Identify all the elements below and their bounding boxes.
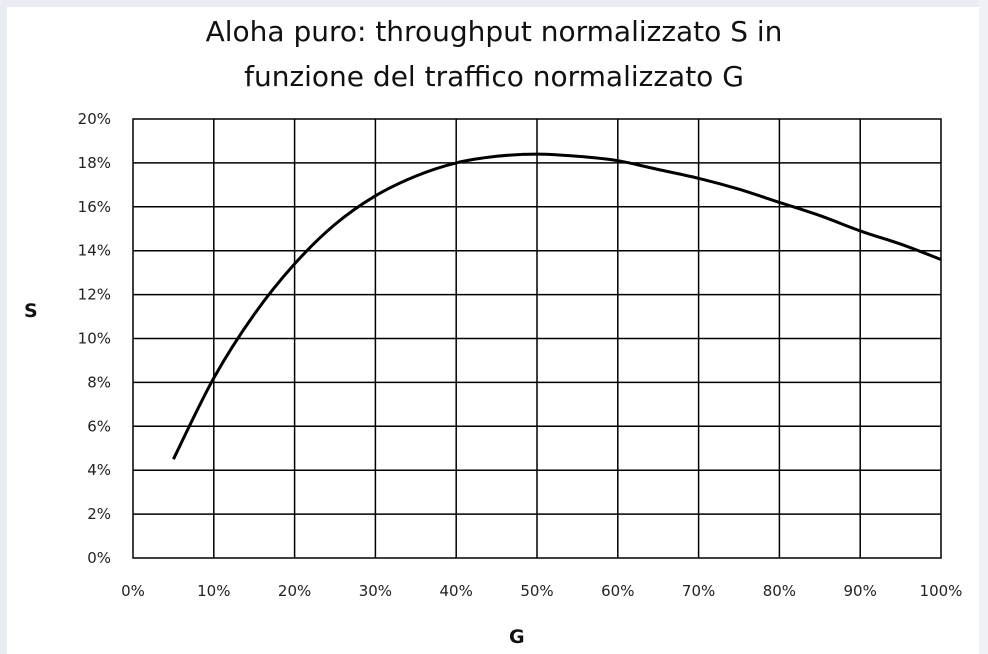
window-frame-top xyxy=(0,0,988,7)
chart-title-line-2: funzione del traffico normalizzato G xyxy=(244,60,744,93)
series-line xyxy=(172,152,942,460)
x-tick-label: 20% xyxy=(278,582,311,600)
x-tick-label: 10% xyxy=(197,582,230,600)
x-tick-label: 30% xyxy=(359,582,392,600)
x-tick-label: 70% xyxy=(682,582,715,600)
chart-title-line-1: Aloha puro: throughput normalizzato S in xyxy=(205,15,783,48)
x-tick-label: 90% xyxy=(844,582,877,600)
y-tick-label: 0% xyxy=(87,549,111,567)
y-tick-label: 12% xyxy=(78,286,111,304)
grid-layer xyxy=(133,119,941,558)
y-tick-label: 8% xyxy=(87,373,111,391)
y-tick-label: 18% xyxy=(78,154,111,172)
y-tick-label: 2% xyxy=(87,505,111,523)
x-tick-label: 0% xyxy=(121,582,145,600)
y-tick-label: 16% xyxy=(78,198,111,216)
y-tick-label: 10% xyxy=(78,330,111,348)
x-tick-label: 80% xyxy=(763,582,796,600)
x-axis-title: G xyxy=(509,626,525,648)
y-tick-label: 14% xyxy=(78,242,111,260)
window-frame-right xyxy=(979,0,988,654)
tick-label-layer: 0% 10% 20% 30% 40% 50% 60% 70% 80% 90% 100% 0% 2% 4% 6… xyxy=(78,110,963,600)
y-tick-label: 20% xyxy=(78,110,111,128)
y-tick-label: 6% xyxy=(87,417,111,435)
x-tick-label: 60% xyxy=(601,582,634,600)
window-frame-left xyxy=(0,0,7,654)
x-tick-label: 40% xyxy=(440,582,473,600)
plot-area-border xyxy=(132,118,942,559)
x-tick-label: 100% xyxy=(920,582,963,600)
y-axis-title: S xyxy=(24,300,38,322)
x-tick-label: 50% xyxy=(520,582,553,600)
y-tick-label: 4% xyxy=(87,461,111,479)
